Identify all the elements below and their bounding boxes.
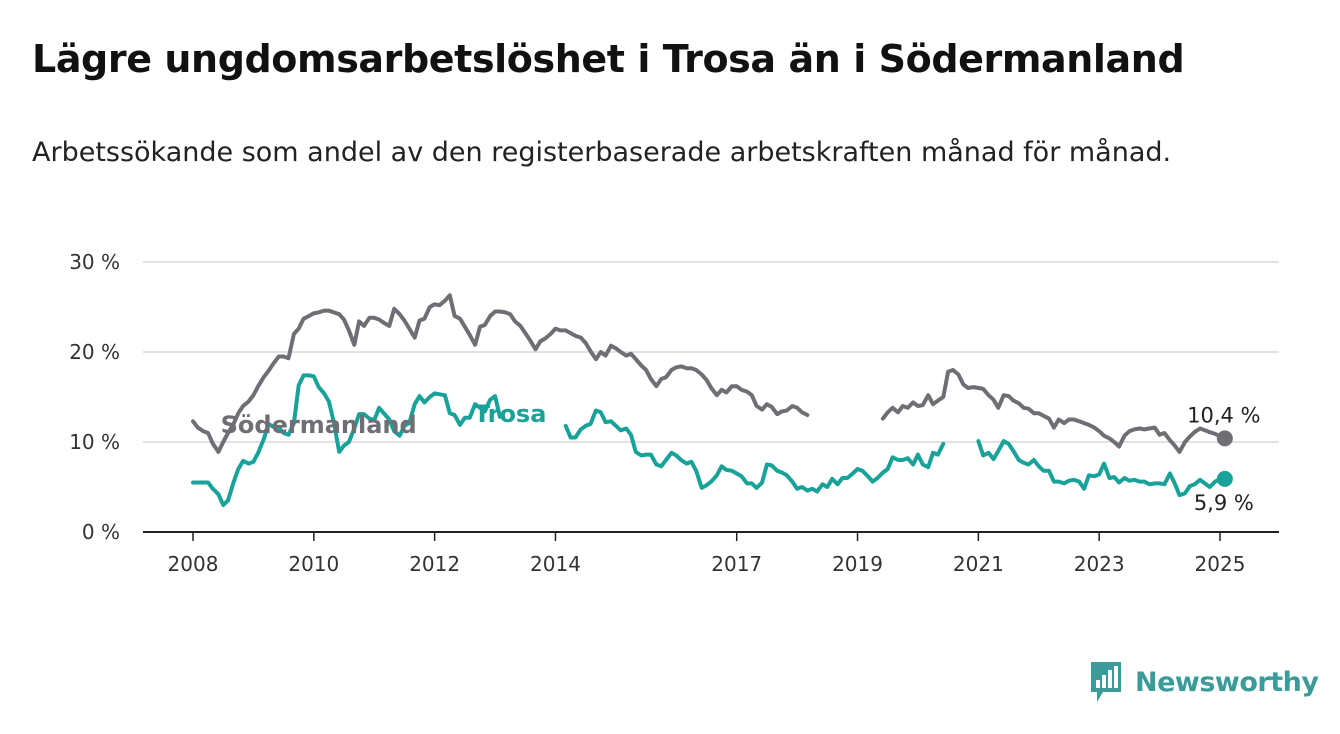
y-tick-label: 30 % <box>69 250 120 274</box>
trosa-end-dot <box>1216 470 1233 487</box>
x-tick-label: 2008 <box>168 552 219 576</box>
series-lines <box>191 293 1227 507</box>
trosa-series-label: Trosa <box>474 400 547 428</box>
chart-title: Lägre ungdomsarbetslöshet i Trosa än i S… <box>32 37 1185 81</box>
trosa-end-label: 5,9 % <box>1194 491 1254 515</box>
x-axis: 2008 2010 2012 2014 2017 2019 2021 2023 2025 <box>143 531 1279 576</box>
sodermanland-line <box>880 368 1227 454</box>
end-points: 10,4 % 5,9 % <box>1187 403 1260 515</box>
y-tick-label: 20 % <box>69 340 120 364</box>
trosa-line <box>976 439 1227 498</box>
trosa-line <box>191 373 502 507</box>
newsworthy-logo: Newsworthy <box>1089 660 1319 704</box>
x-tick-label: 2014 <box>530 552 581 576</box>
y-tick-label: 0 % <box>82 520 120 544</box>
sodermanland-end-label: 10,4 % <box>1187 403 1260 427</box>
x-tick-label: 2010 <box>288 552 339 576</box>
brand-name: Newsworthy <box>1135 666 1319 698</box>
x-tick-label: 2017 <box>711 552 762 576</box>
chart-subtitle: Arbetssökande som andel av den registerb… <box>32 137 1172 168</box>
x-tick-label: 2025 <box>1195 552 1246 576</box>
sodermanland-line <box>191 293 810 454</box>
bar-chart-speech-bubble-icon <box>1091 662 1121 702</box>
x-tick-label: 2012 <box>409 552 460 576</box>
series-labels: Södermanland Trosa <box>221 400 547 439</box>
y-tick-label: 10 % <box>69 430 120 454</box>
y-tick-labels: 0 % 10 % 20 % 30 % <box>69 250 120 544</box>
trosa-line <box>563 408 946 494</box>
x-tick-label: 2023 <box>1074 552 1125 576</box>
y-gridlines <box>143 261 1279 443</box>
sodermanland-end-dot <box>1216 430 1233 447</box>
x-tick-label: 2019 <box>832 552 883 576</box>
sodermanland-series-label: Södermanland <box>221 411 417 439</box>
x-tick-label: 2021 <box>953 552 1004 576</box>
